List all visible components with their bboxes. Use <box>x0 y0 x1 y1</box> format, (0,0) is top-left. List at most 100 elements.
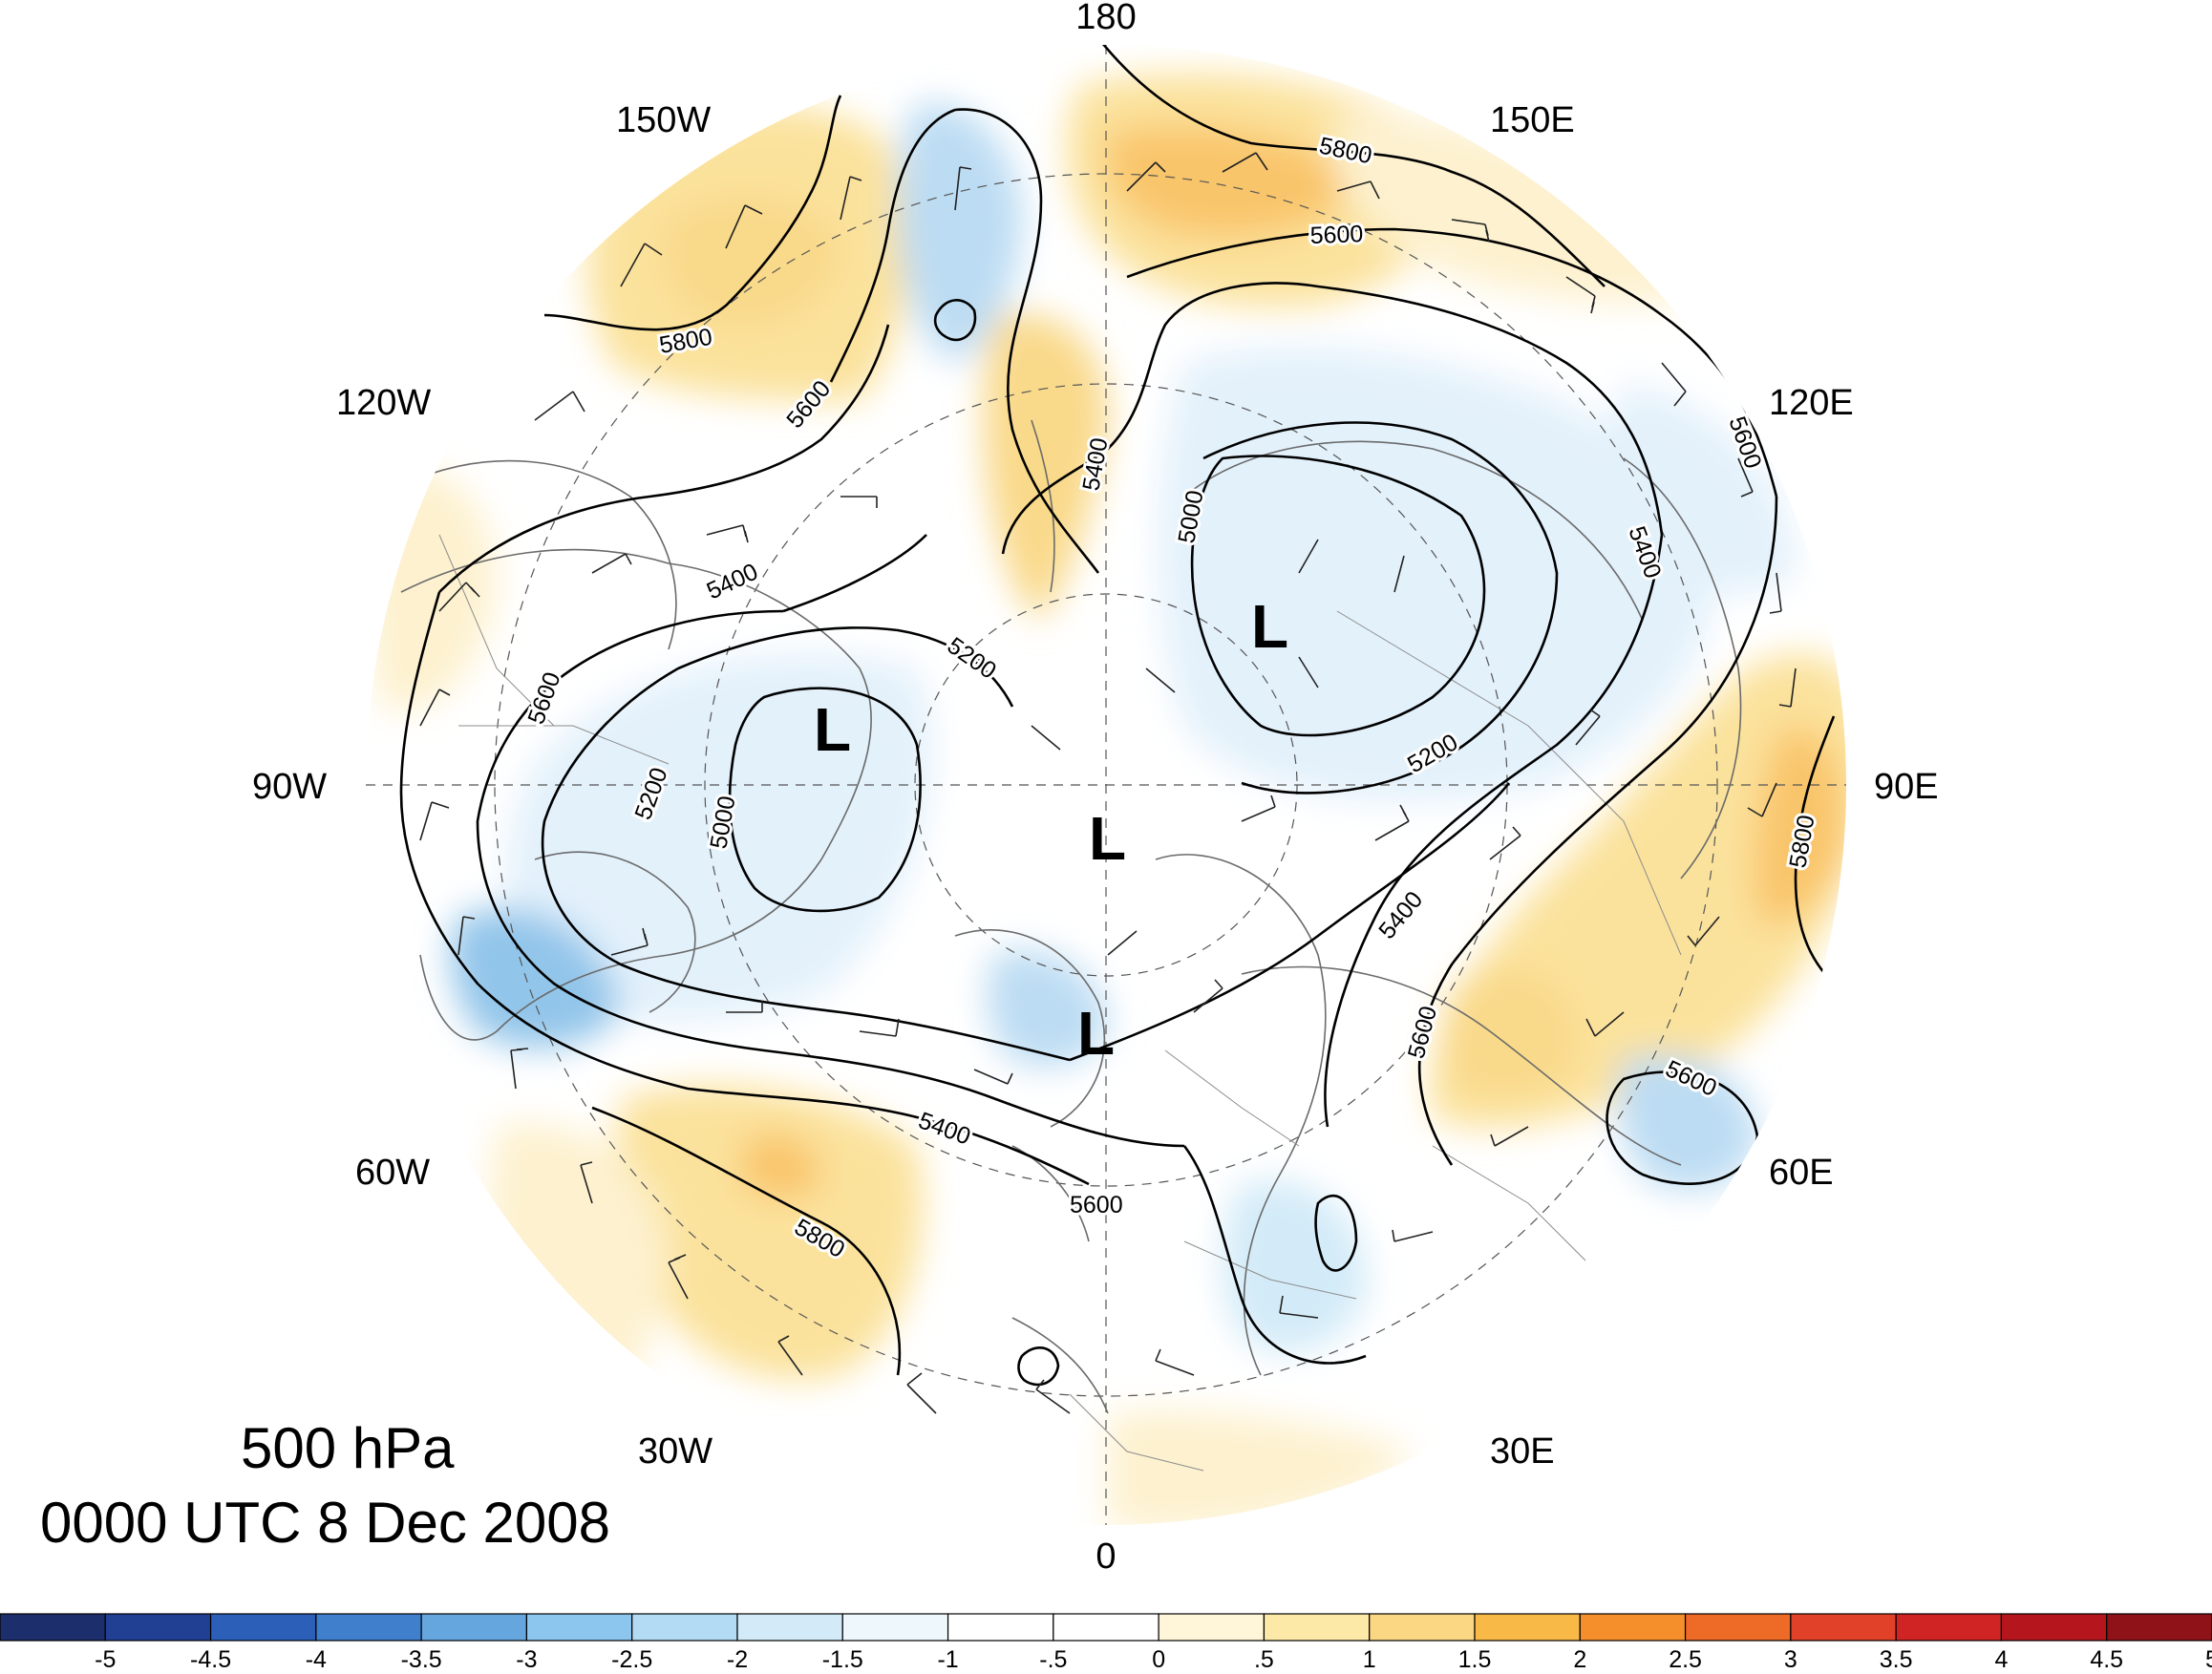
colorbar-label: 3.5 <box>1880 1646 1913 1673</box>
low-marker: L <box>1089 804 1126 873</box>
lon-label-0: 0 <box>1095 1536 1116 1577</box>
contour-5800-nw <box>543 95 842 331</box>
contour-5400-east <box>1324 534 1664 1128</box>
lon-label-30e: 30E <box>1490 1431 1555 1472</box>
colorbar-label: 3 <box>1784 1646 1797 1673</box>
contour-5400-greenland <box>1182 1145 1367 1365</box>
colorbar-label: 5 <box>2205 1646 2212 1673</box>
contour-5000-canada <box>728 687 922 913</box>
colorbar-label: -3.5 <box>401 1646 442 1673</box>
contour-5800-sw <box>591 1106 902 1376</box>
lon-label-30w: 30W <box>638 1431 713 1472</box>
lon-label-150e: 150E <box>1490 100 1575 140</box>
low-markers: L L L L <box>814 592 1288 1068</box>
colorbar-swatch <box>841 1613 949 1642</box>
anomaly-pos-40w <box>618 1085 924 1381</box>
colorbar-swatch <box>1579 1613 1687 1642</box>
anomaly-neg-siberia-w <box>1618 1054 1757 1191</box>
colorbar-swatch <box>104 1613 212 1642</box>
anomaly-pos-150w-core <box>663 197 840 327</box>
colorbar-swatch <box>0 1613 106 1642</box>
anomaly-pos-180-core <box>1105 126 1356 237</box>
contour-5800-e <box>1794 715 1836 985</box>
contour-5600-ne-loop <box>1606 1070 1759 1185</box>
contour-5400-northwest <box>782 534 927 613</box>
colorbar-swatch <box>315 1613 422 1642</box>
lon-label-120w: 120W <box>336 383 431 423</box>
colorbar-label: -5 <box>95 1646 116 1673</box>
lon-label-120e: 120E <box>1769 383 1854 423</box>
map-title-level: 500 hPa <box>241 1416 455 1480</box>
anomaly-neg-asia-ext <box>1159 347 1716 802</box>
lon-label-60e: 60E <box>1769 1153 1834 1193</box>
colorbar-label: 0 <box>1152 1646 1165 1673</box>
lon-label-90w: 90W <box>252 767 327 807</box>
colorbar-label: .5 <box>1254 1646 1274 1673</box>
colorbar-swatch <box>736 1613 843 1642</box>
contour-5000-siberia <box>1190 455 1486 737</box>
contour-5800-n <box>1096 45 1606 287</box>
lon-label-90e: 90E <box>1874 767 1939 807</box>
contour-small-loop-atlantic <box>1017 1346 1060 1387</box>
contour-5200-canada <box>541 626 1071 1062</box>
contour-5600-nw <box>438 324 890 593</box>
colorbar-label: 4.5 <box>2090 1646 2123 1673</box>
wind-barbs <box>419 152 1797 1414</box>
colorbar-swatch <box>209 1613 317 1642</box>
colorbar-label: 4 <box>1994 1646 2008 1673</box>
contour-small-loop-pacific <box>933 299 977 342</box>
colorbar-label: -2 <box>727 1646 748 1673</box>
colorbar-label: -1 <box>937 1646 958 1673</box>
borders <box>438 534 1682 1472</box>
contour-5400-north <box>1001 282 1664 555</box>
colorbar-swatch <box>420 1613 528 1642</box>
lon-label-150w: 150W <box>616 100 711 140</box>
low-marker: L <box>1251 592 1288 661</box>
anomaly-neg-greenland <box>987 949 1108 1068</box>
colorbar-swatch <box>525 1613 633 1642</box>
colorbar-label: -.5 <box>1039 1646 1067 1673</box>
lon-label-60w: 60W <box>355 1153 430 1193</box>
low-marker: L <box>1077 999 1115 1068</box>
colorbar-label: 1 <box>1363 1646 1376 1673</box>
colorbar-swatch <box>1053 1613 1159 1642</box>
colorbar-swatch <box>631 1613 738 1642</box>
colorbar-label: 2 <box>1573 1646 1586 1673</box>
colorbar-swatch <box>1684 1613 1792 1642</box>
colorbar-swatch <box>1474 1613 1581 1642</box>
contour-label: 5600 <box>1070 1192 1123 1218</box>
longitude-labels: 180 150E 120E 90E 60E 30E 0 30W 60W 90W … <box>252 0 1939 1577</box>
anomaly-neg-pacific <box>898 103 1022 364</box>
contour-5200-siberia <box>1202 421 1559 795</box>
colorbar-swatch <box>1790 1613 1897 1642</box>
contour-5600-east <box>1417 496 1778 1166</box>
contour-5600-pac <box>829 108 1100 574</box>
anomaly-neg-newfoundland <box>450 908 621 1049</box>
colorbar-label: -2.5 <box>611 1646 652 1673</box>
anomaly-pos-50e <box>1441 968 1578 1096</box>
colorbar-label: 1.5 <box>1458 1646 1492 1673</box>
colorbar-label: 2.5 <box>1669 1646 1702 1673</box>
map-title-time: 0000 UTC 8 Dec 2008 <box>40 1491 611 1555</box>
low-marker: L <box>814 695 851 764</box>
colorbar-swatch <box>1263 1613 1371 1642</box>
contour-small-loop-europe <box>1314 1194 1358 1272</box>
colorbar-label: -4 <box>306 1646 327 1673</box>
colorbar-label: -4.5 <box>190 1646 231 1673</box>
anomaly-neg-canada-ext <box>506 653 932 1022</box>
contour-5200-arctic <box>1069 782 1511 1062</box>
colorbar-swatch <box>2106 1613 2212 1642</box>
colorbar-swatch <box>946 1613 1054 1642</box>
colorbar-swatch <box>1158 1613 1266 1642</box>
anomaly-pos-40w-core <box>739 1134 821 1198</box>
colorbar-swatch <box>1895 1613 2003 1642</box>
colorbar-swatch <box>2000 1613 2108 1642</box>
colorbar: -5 -4.5 -4 -3.5 -3 -2.5 -2 -1.5 -1 -.5 0 .5 1 1.5 2 2.5… <box>0 1613 2212 1673</box>
colorbar-label: -1.5 <box>822 1646 863 1673</box>
contour-5400-west <box>476 609 1185 1148</box>
contour-5600-west <box>399 591 1090 1186</box>
lon-label-180: 180 <box>1075 0 1136 37</box>
contour-label: 5600 <box>1309 221 1364 249</box>
colorbar-label: -3 <box>516 1646 537 1673</box>
